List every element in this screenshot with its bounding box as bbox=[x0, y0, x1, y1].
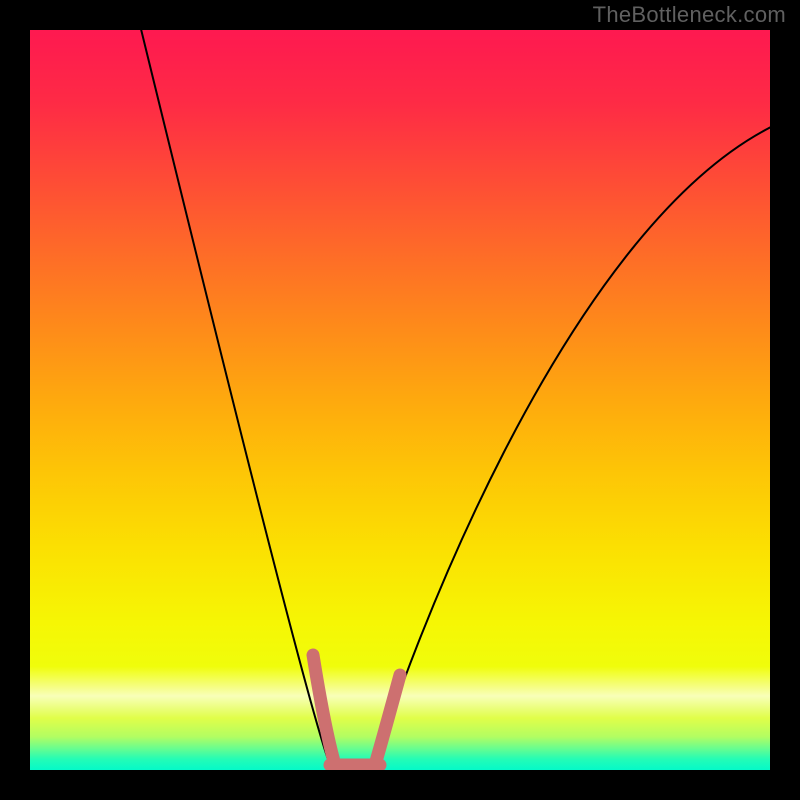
chart-background bbox=[30, 30, 770, 770]
watermark-label: TheBottleneck.com bbox=[593, 2, 786, 28]
bottleneck-chart bbox=[30, 30, 770, 770]
